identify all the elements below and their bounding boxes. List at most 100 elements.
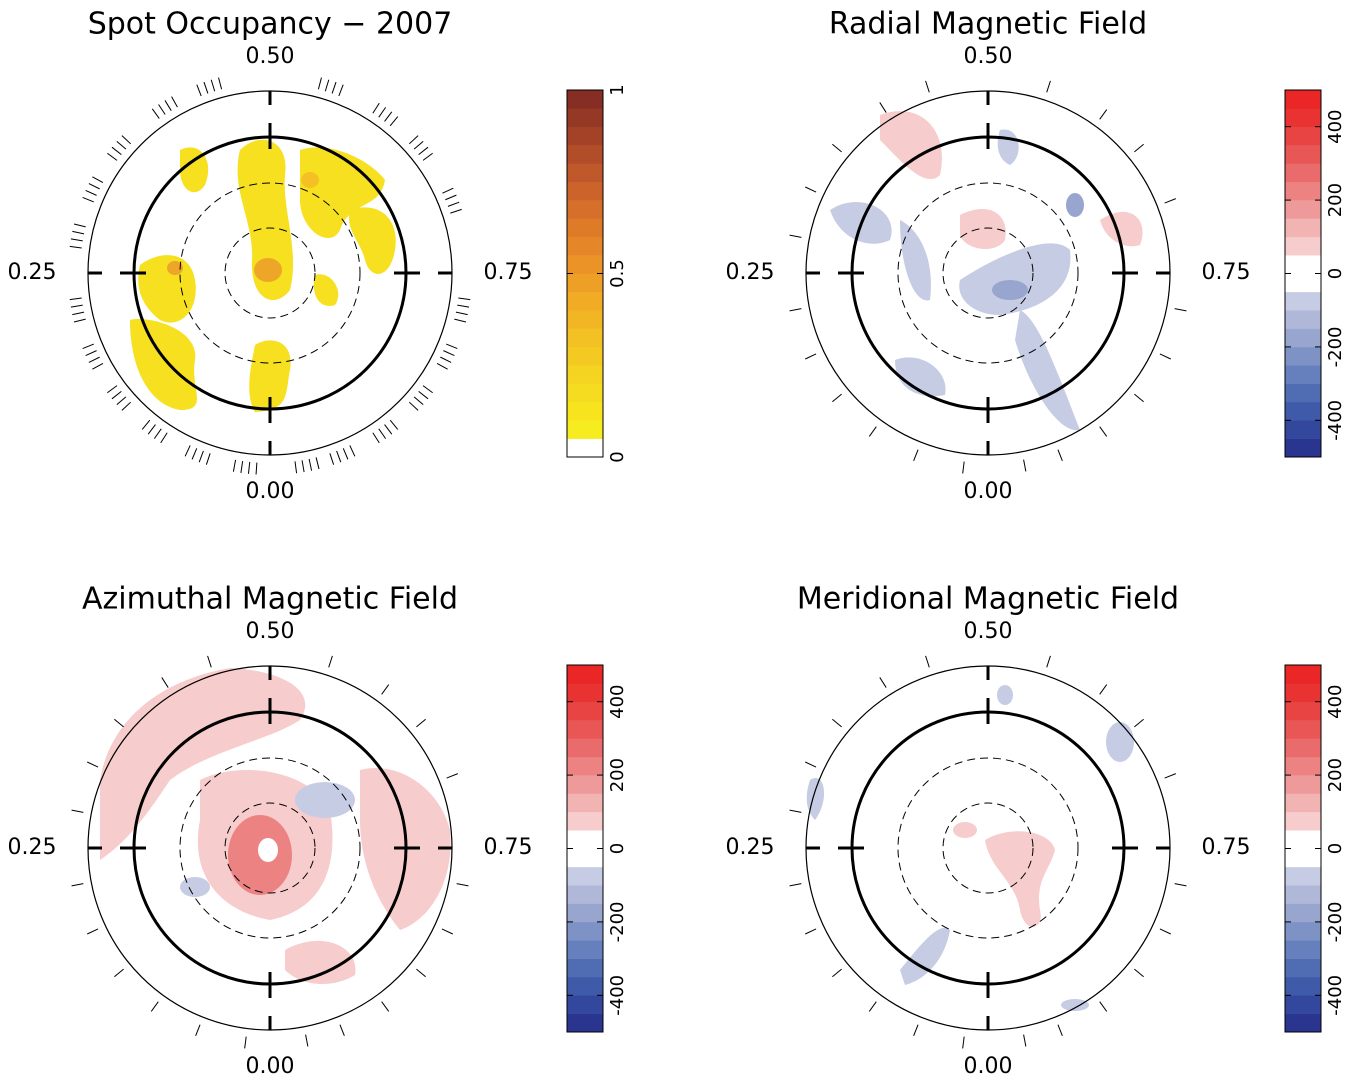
colorbar-band — [1285, 738, 1321, 758]
observation-tick — [195, 1024, 201, 1036]
observation-tick — [925, 655, 930, 668]
observation-tick — [150, 1001, 159, 1012]
spot-blob — [138, 255, 196, 323]
observation-tick — [445, 194, 457, 201]
colorbar-band — [1285, 365, 1321, 384]
observation-tick — [422, 152, 433, 161]
colorbar-band — [567, 310, 603, 329]
observation-tick — [191, 448, 198, 460]
colorbar-band — [1285, 273, 1321, 293]
observation-tick — [336, 450, 342, 463]
colorbar-band — [1285, 310, 1321, 329]
colorbar-band — [567, 273, 603, 293]
colorbar-tick-label: 400 — [1325, 685, 1346, 719]
colorbar-band — [1285, 90, 1321, 109]
observation-tick — [442, 187, 454, 194]
observation-tick — [1174, 308, 1187, 312]
observation-tick — [338, 84, 344, 97]
observation-tick — [805, 928, 817, 935]
observation-tick — [408, 401, 419, 411]
latitude-circle — [224, 227, 316, 319]
observation-tick — [381, 1001, 390, 1012]
observation-tick — [196, 84, 202, 97]
observation-tick — [1159, 353, 1171, 360]
observation-tick — [447, 201, 460, 207]
colorbar-band — [1285, 921, 1321, 941]
colorbar-band — [1285, 401, 1321, 421]
colorbar-band — [1285, 383, 1321, 403]
observation-tick — [422, 385, 433, 394]
observation-tick — [446, 773, 458, 779]
colorbar-band — [1285, 665, 1321, 684]
observation-tick — [218, 77, 223, 90]
colorbar-band — [567, 383, 603, 403]
colorbar-tick-label: 400 — [607, 685, 628, 719]
observation-tick — [244, 1036, 247, 1049]
spot-blob — [348, 207, 396, 274]
phase-label: 0.50 — [964, 44, 1013, 69]
chart-title: Meridional Magnetic Field — [797, 582, 1179, 617]
colorbar-band — [1285, 866, 1321, 886]
observation-tick — [913, 1024, 919, 1036]
phase-label: 0.00 — [246, 479, 295, 504]
observation-tick — [111, 146, 122, 156]
observation-tick — [384, 424, 393, 435]
colorbar-band — [567, 940, 603, 959]
field-blob — [895, 357, 946, 397]
observation-tick — [1099, 109, 1108, 120]
observation-tick — [107, 385, 118, 394]
colorbar-band — [1285, 420, 1321, 439]
observation-tick — [443, 350, 455, 357]
colorbar-band — [1285, 145, 1321, 164]
observation-tick — [418, 146, 429, 156]
colorbar-tick-label: -200 — [607, 901, 628, 942]
spot-blob — [313, 274, 339, 306]
colorbar-tick-label: 200 — [607, 758, 628, 792]
colorbar-band — [1285, 126, 1321, 146]
colorbar-band — [567, 830, 603, 849]
observation-tick — [446, 343, 458, 350]
observation-tick — [416, 718, 426, 728]
observation-tick — [153, 428, 162, 439]
chart-title: Radial Magnetic Field — [829, 7, 1147, 42]
observation-tick — [88, 183, 100, 190]
observation-tick — [160, 432, 168, 444]
colorbar-band — [1285, 940, 1321, 959]
colorbar-band — [567, 365, 603, 384]
observation-tick — [879, 102, 887, 113]
observation-tick — [329, 453, 335, 465]
colorbar-band — [567, 793, 603, 813]
colorbar-tick-label: 200 — [1325, 183, 1346, 217]
phase-label: 0.25 — [8, 835, 57, 860]
observation-tick — [87, 761, 99, 768]
colorbar-band — [1285, 756, 1321, 776]
observation-tick — [161, 677, 169, 688]
observation-tick — [1057, 1024, 1063, 1036]
colorbar-band — [567, 145, 603, 164]
observation-tick — [294, 461, 298, 474]
colorbar-band — [1285, 701, 1321, 721]
observation-tick — [1164, 198, 1176, 204]
colorbar-band — [1285, 255, 1321, 274]
observation-tick — [832, 143, 842, 153]
colorbar-band — [567, 236, 603, 256]
observation-tick — [789, 809, 802, 813]
chart-title: Spot Occupancy − 2007 — [88, 7, 453, 42]
observation-tick — [450, 208, 462, 214]
observation-tick — [87, 928, 99, 935]
phase-label: 0.50 — [964, 619, 1013, 644]
observation-tick — [832, 968, 842, 978]
observation-tick — [72, 230, 85, 235]
colorbar-band — [1285, 1013, 1321, 1033]
observation-tick — [378, 107, 387, 118]
colorbar-band — [567, 328, 603, 348]
observation-tick — [440, 356, 452, 363]
field-blob — [900, 927, 950, 985]
observation-tick — [71, 883, 84, 887]
colorbar-band — [567, 720, 603, 739]
observation-tick — [789, 234, 802, 238]
latitude-circle — [942, 227, 1034, 319]
observation-tick — [454, 318, 467, 323]
observation-tick — [184, 445, 191, 457]
observation-tick — [1023, 1034, 1027, 1047]
